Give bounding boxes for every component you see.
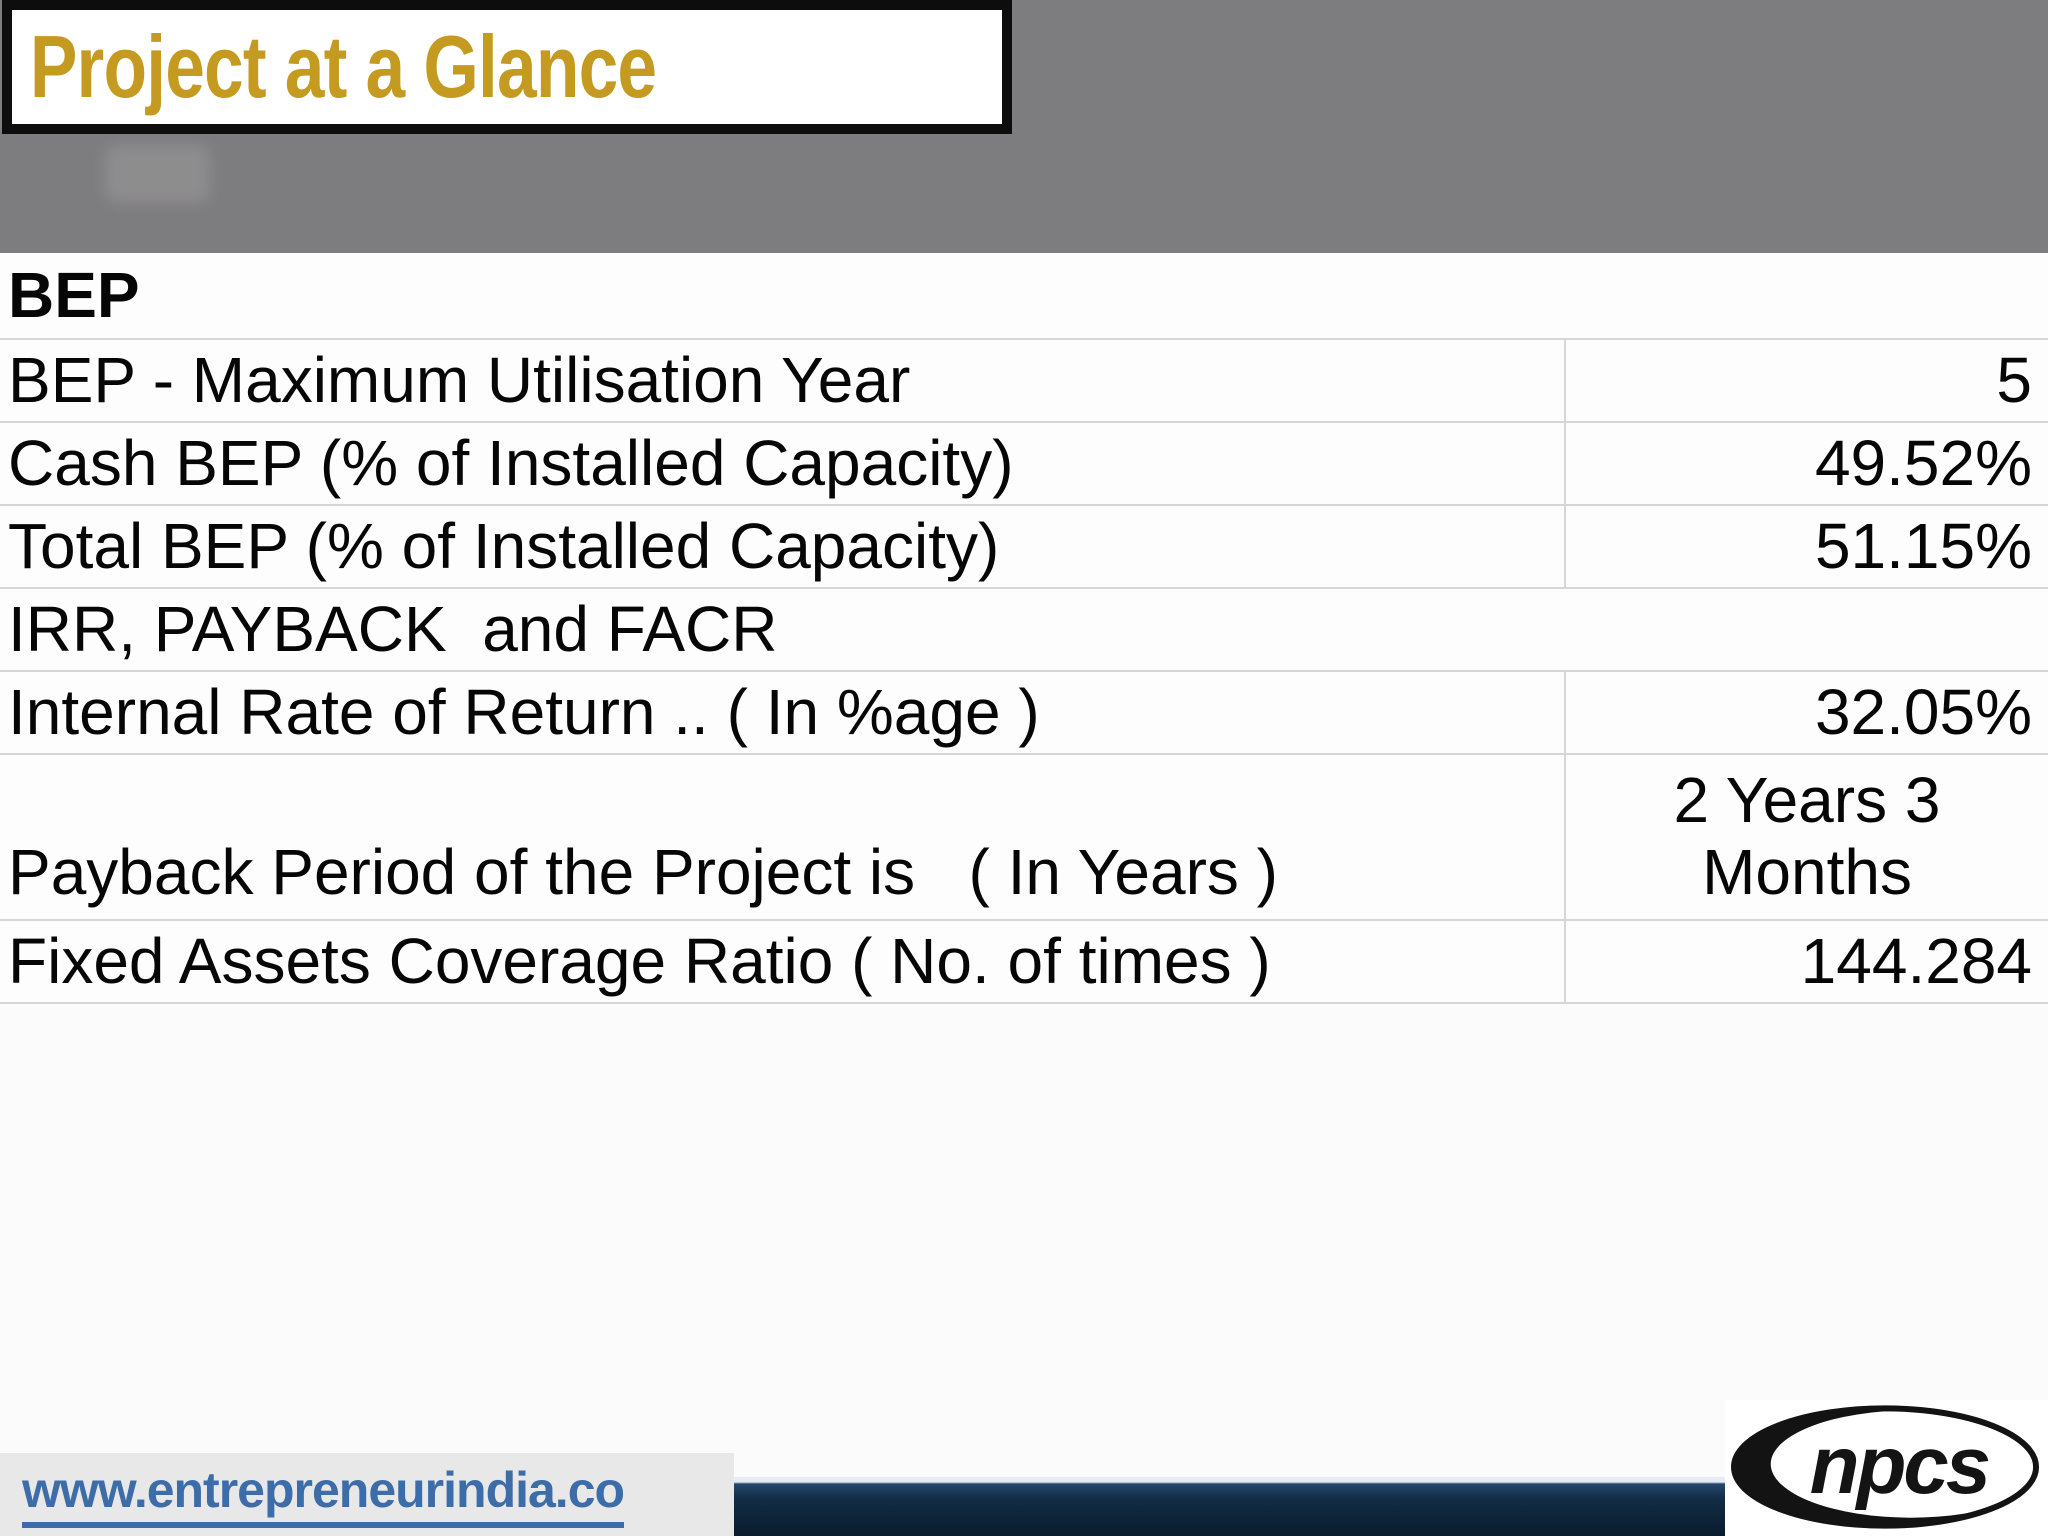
row-value: 51.15%: [1814, 509, 2032, 582]
row-value: 5: [1996, 343, 2032, 416]
row-value: 32.05%: [1814, 675, 2032, 748]
npcs-logo: npcs: [1730, 1405, 2046, 1529]
row-label: Total BEP (% of Installed Capacity): [8, 509, 1000, 582]
title-box: Project at a Glance: [2, 0, 1012, 134]
header-band: Project at a Glance: [0, 0, 2048, 253]
npcs-logo-text: npcs: [1809, 1420, 1988, 1511]
row-label: BEP - Maximum Utilisation Year: [8, 343, 911, 416]
footer-url-box: www.entrepreneurindia.co: [0, 1453, 734, 1536]
table-row-irr: Internal Rate of Return .. ( In %age ) 3…: [0, 672, 2048, 755]
table-row-total-bep: Total BEP (% of Installed Capacity) 51.1…: [0, 506, 2048, 589]
row-label: Fixed Assets Coverage Ratio ( No. of tim…: [8, 924, 1271, 997]
row-label: Internal Rate of Return .. ( In %age ): [8, 675, 1040, 748]
footer-navy-bar: [734, 1477, 1725, 1536]
row-value: 144.284: [1800, 924, 2032, 997]
table-row-facr: Fixed Assets Coverage Ratio ( No. of tim…: [0, 921, 2048, 1004]
metrics-table: BEP BEP - Maximum Utilisation Year 5 Cas…: [0, 253, 2048, 1004]
website-link[interactable]: www.entrepreneurindia.co: [22, 1461, 625, 1528]
table-row-bep-section: BEP: [0, 253, 2048, 340]
row-label: IRR, PAYBACK and FACR: [8, 592, 778, 665]
logo-box: npcs: [1725, 1400, 2048, 1536]
page-title: Project at a Glance: [29, 17, 657, 116]
table-row-irr-section: IRR, PAYBACK and FACR: [0, 589, 2048, 672]
row-value: 2 Years 3 Months: [1673, 764, 1959, 908]
artifact-smudge: [105, 145, 210, 203]
row-label: BEP: [8, 258, 140, 331]
row-label: Cash BEP (% of Installed Capacity): [8, 426, 1014, 499]
table-row-payback: Payback Period of the Project is ( In Ye…: [0, 755, 2048, 921]
row-label: Payback Period of the Project is ( In Ye…: [8, 836, 1278, 909]
table-row-cash-bep: Cash BEP (% of Installed Capacity) 49.52…: [0, 423, 2048, 506]
row-value: 49.52%: [1814, 426, 2032, 499]
table-row-max-utilisation: BEP - Maximum Utilisation Year 5: [0, 340, 2048, 423]
